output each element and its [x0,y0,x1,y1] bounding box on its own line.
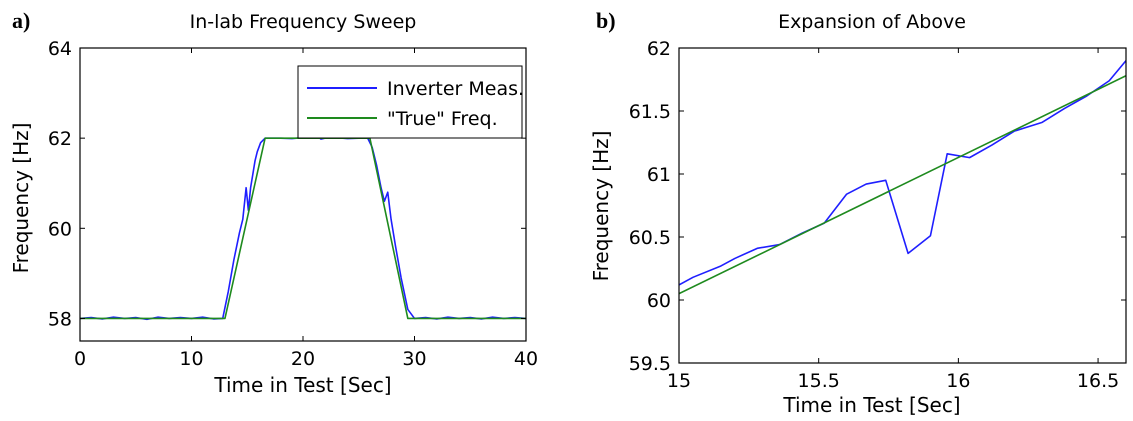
chart-b-title: Expansion of Above [778,11,966,33]
chart-a-series-line-inverter-meas [80,135,526,321]
legend-label-true: "True" Freq. [387,108,498,130]
legend-box [297,65,523,139]
chart-a-series-line-true-freq [80,137,526,320]
chart-b-ytick-label: 60.5 [629,227,671,249]
chart-b-ytick-label: 61 [647,164,671,186]
chart-a-ytick-label: 62 [48,128,72,150]
chart-b-xlabel: Time in Test [Sec] [782,393,960,417]
chart-b-series-group [679,60,1126,295]
chart-a-xlabel: Time in Test [Sec] [213,373,391,397]
chart-b-xtick-label: 16 [946,370,970,392]
chart-b-xtick-label: 15 [667,370,691,392]
chart-a-xtick-label: 20 [291,348,315,370]
panel-a: a) In-lab Frequency Sweep Time in Test [… [9,8,538,397]
chart-a-ylabel: Frequency [Hz] [9,123,33,274]
chart-b-ytick-label: 59.5 [629,353,671,375]
chart-a-title: In-lab Frequency Sweep [190,11,417,33]
chart-a-series-group [80,135,526,321]
chart-a-xtick-label: 40 [514,348,538,370]
chart-a-xtick-label: 30 [402,348,426,370]
chart-a-xtick-label: 0 [74,348,86,370]
legend-label-inverter: Inverter Meas. [387,78,524,100]
panel-b: b) Expansion of Above Time in Test [Sec]… [589,8,1127,417]
chart-a-ytick-label: 58 [48,308,72,330]
chart-b-axes-frame [678,47,1127,364]
chart-b-ytick-label: 62 [647,38,671,60]
chart-b-ytick-label: 60 [647,290,671,312]
chart-b-xtick-label: 15.5 [798,370,840,392]
chart-b-series-line-inverter-meas [679,60,1126,286]
panel-a-label: a) [12,8,30,33]
chart-b-ylabel: Frequency [Hz] [589,131,613,282]
chart-b-series-line-true-freq [679,75,1126,295]
chart-a-xtick-label: 10 [179,348,203,370]
panel-b-label: b) [596,8,616,33]
chart-a-ytick-label: 64 [48,38,72,60]
chart-b-ytick-label: 61.5 [629,101,671,123]
chart-a-ytick-label: 60 [48,218,72,240]
chart-a-legend: Inverter Meas. "True" Freq. [297,65,524,139]
chart-b-xtick-label: 16.5 [1077,370,1119,392]
